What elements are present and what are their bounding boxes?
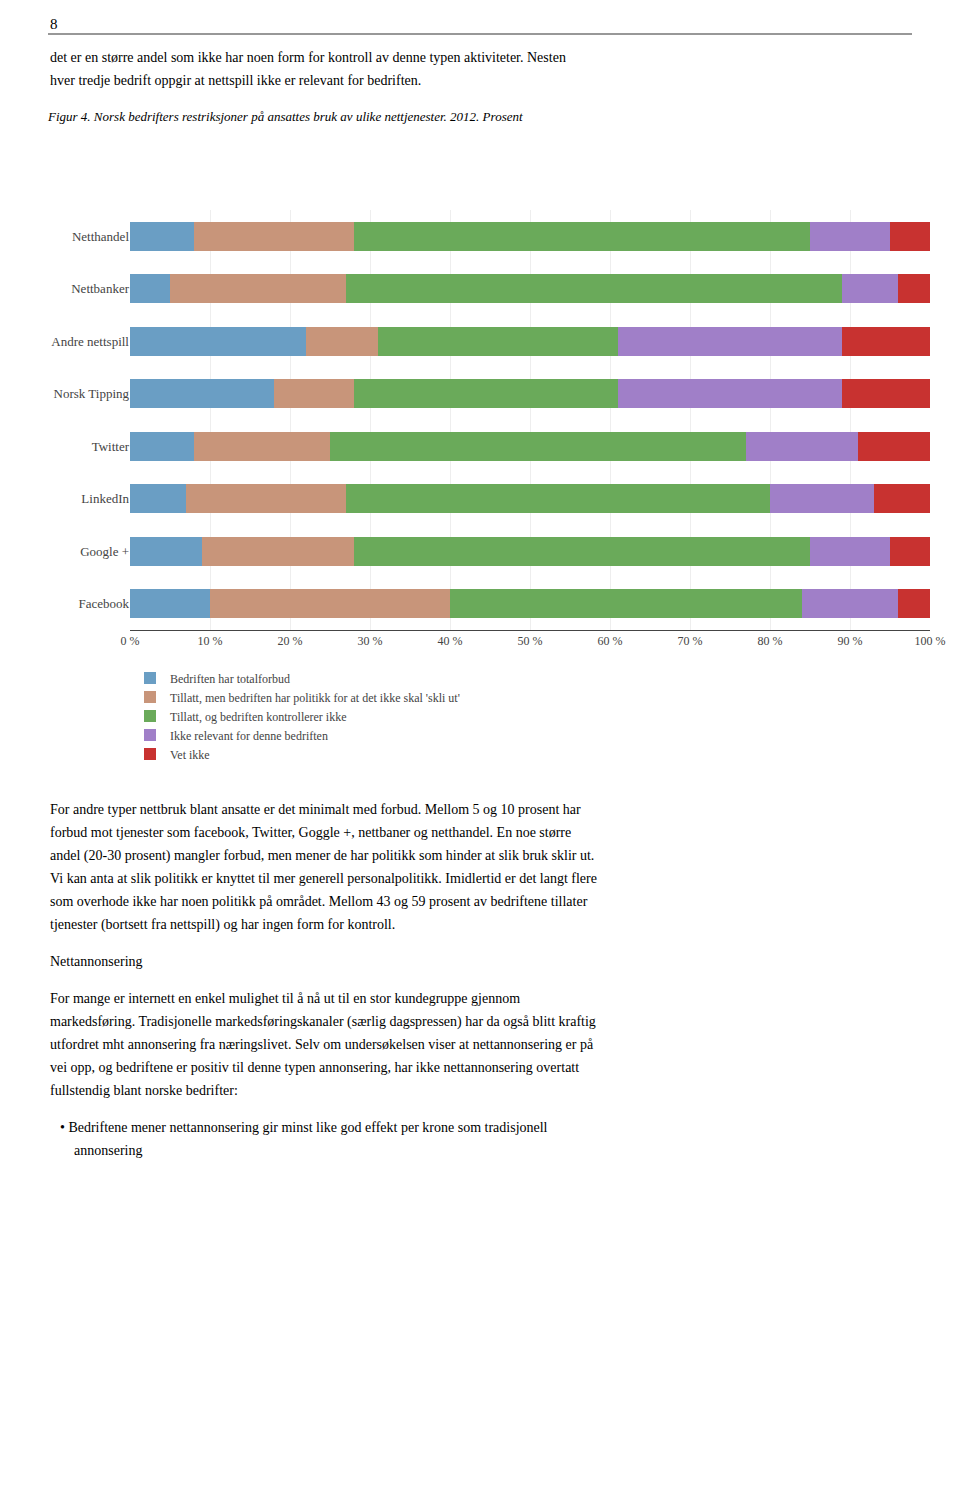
svg-text:40 %: 40 % [438, 634, 463, 648]
svg-text:20 %: 20 % [278, 634, 303, 648]
svg-text:tjenester (bortsett fra nettsp: tjenester (bortsett fra nettspill) og ha… [50, 917, 395, 933]
svg-text:8: 8 [50, 16, 58, 32]
svg-text:Google +: Google + [80, 544, 129, 559]
svg-text:Vi kan anta at slik politikk e: Vi kan anta at slik politikk er knyttet … [50, 871, 597, 886]
svg-text:Nettbanker: Nettbanker [71, 281, 129, 296]
svg-text:markedsføring. Tradisjonelle m: markedsføring. Tradisjonelle markedsføri… [50, 1014, 596, 1030]
svg-text:30 %: 30 % [358, 634, 383, 648]
svg-text:det er en større andel som ikk: det er en større andel som ikke har noen… [50, 50, 566, 65]
svg-text:Bedriften har totalforbud: Bedriften har totalforbud [170, 672, 290, 686]
svg-text:LinkedIn: LinkedIn [81, 491, 129, 506]
svg-text:70 %: 70 % [678, 634, 703, 648]
svg-text:Vet ikke: Vet ikke [170, 748, 210, 762]
svg-text:50 %: 50 % [518, 634, 543, 648]
svg-text:Tillatt, men bedriften har pol: Tillatt, men bedriften har politikk for … [170, 691, 460, 705]
svg-text:Ikke relevant for denne bedrif: Ikke relevant for denne bedriften [170, 729, 328, 743]
svg-text:annonsering: annonsering [74, 1143, 142, 1158]
svg-text:Nettannonsering: Nettannonsering [50, 954, 143, 969]
svg-text:0 %: 0 % [121, 634, 140, 648]
svg-text:som overhode ikke har noen pol: som overhode ikke har noen politikk på o… [50, 894, 588, 909]
svg-text:Netthandel: Netthandel [72, 229, 129, 244]
svg-text:Twitter: Twitter [92, 439, 130, 454]
svg-text:utfordret mht annonsering fra: utfordret mht annonsering fra næringsliv… [50, 1037, 594, 1052]
svg-text:10 %: 10 % [198, 634, 223, 648]
svg-text:hver tredje bedrift oppgir at: hver tredje bedrift oppgir at nettspill … [50, 73, 421, 88]
svg-text:Andre nettspill: Andre nettspill [51, 334, 129, 349]
svg-text:For andre typer nettbruk blant: For andre typer nettbruk blant ansatte e… [50, 802, 581, 817]
svg-text:andel (20-30 prosent) mangler: andel (20-30 prosent) mangler forbud, me… [50, 848, 594, 864]
svg-text:60 %: 60 % [598, 634, 623, 648]
svg-text:fullstendig blant norske bedri: fullstendig blant norske bedrifter: [50, 1083, 238, 1098]
svg-text:• Bedriftene mener nettannonse: • Bedriftene mener nettannonsering gir m… [60, 1120, 548, 1135]
svg-text:80 %: 80 % [758, 634, 783, 648]
svg-text:Tillatt, og bedriften kontroll: Tillatt, og bedriften kontrollerer ikke [170, 710, 347, 724]
svg-text:Norsk Tipping: Norsk Tipping [54, 386, 130, 401]
svg-text:100 %: 100 % [915, 634, 946, 648]
svg-text:forbud mot tjenester som faceb: forbud mot tjenester som facebook, Twitt… [50, 825, 571, 840]
svg-text:Figur 4. Norsk bedrifters rest: Figur 4. Norsk bedrifters restriksjoner … [47, 109, 523, 124]
svg-text:90 %: 90 % [838, 634, 863, 648]
svg-text:vei opp, og bedriftene er posi: vei opp, og bedriftene er positiv til de… [50, 1060, 579, 1075]
svg-text:Facebook: Facebook [78, 596, 129, 611]
svg-text:For mange er internett en enke: For mange er internett en enkel mulighet… [50, 991, 520, 1006]
